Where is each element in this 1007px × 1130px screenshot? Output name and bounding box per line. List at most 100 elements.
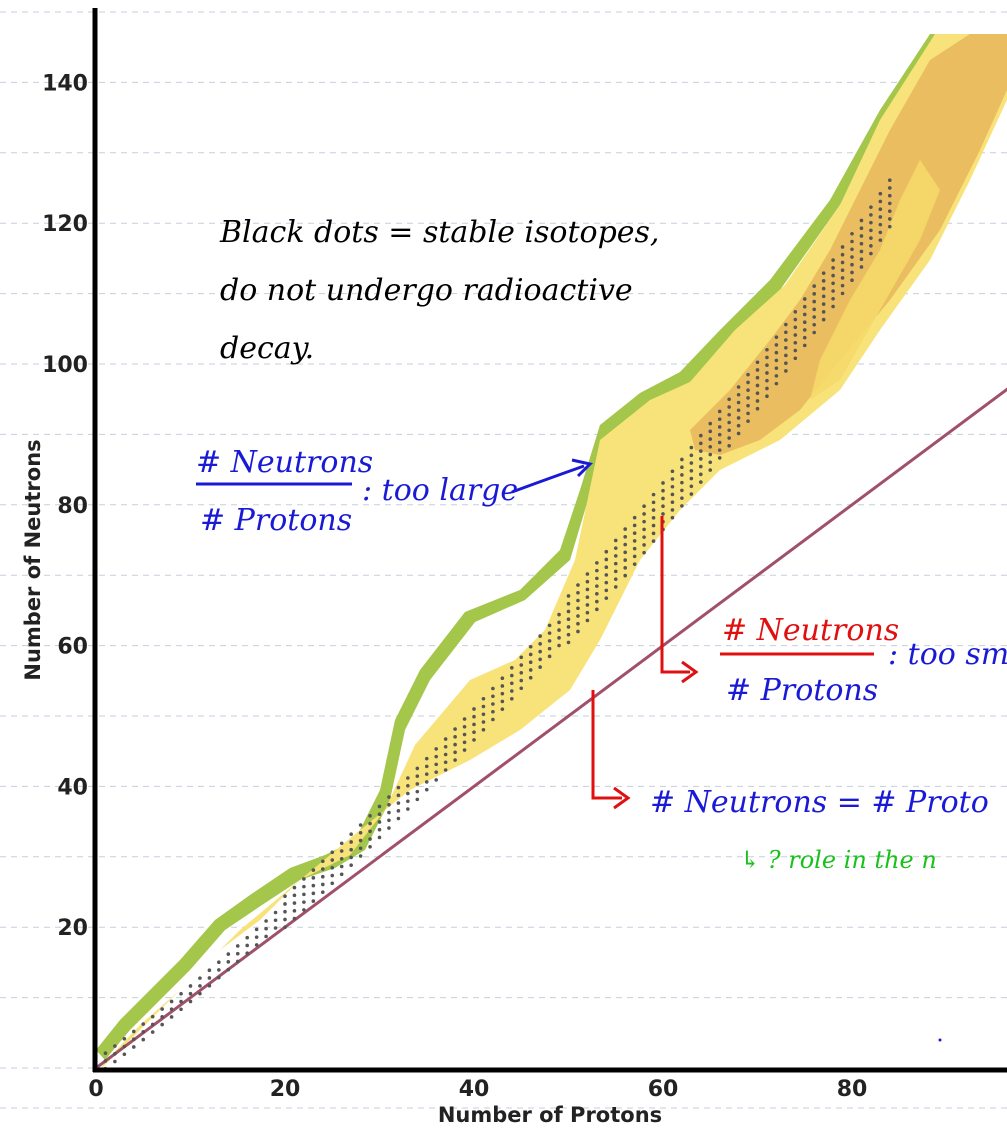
isotope-dot bbox=[812, 284, 816, 288]
isotope-dot bbox=[330, 850, 335, 855]
isotope-dot bbox=[235, 951, 240, 956]
isotope-dot bbox=[765, 363, 769, 368]
isotope-dot bbox=[736, 408, 741, 413]
y-tick-label: 20 bbox=[57, 916, 88, 941]
isotope-dot bbox=[576, 590, 580, 595]
isotope-dot bbox=[632, 539, 637, 543]
isotope-dot bbox=[538, 649, 542, 654]
isotope-dot bbox=[632, 531, 637, 535]
isotope-dot bbox=[670, 500, 675, 505]
isotope-dot bbox=[283, 894, 287, 899]
isotope-dot bbox=[179, 991, 183, 996]
isotope-dot bbox=[141, 1022, 146, 1026]
isotope-dot bbox=[566, 594, 571, 598]
isotope-dot bbox=[727, 428, 731, 433]
isotope-dot bbox=[850, 239, 854, 244]
isotope-dot bbox=[585, 587, 590, 592]
isotope-dot bbox=[321, 874, 325, 879]
isotope-dot bbox=[453, 727, 457, 731]
isotope-dot bbox=[699, 464, 703, 469]
tick-labels: 0 20 40 60 80 20 40 60 80 100 120 140 bbox=[42, 71, 867, 1102]
isotope-dot bbox=[888, 178, 892, 182]
isotope-dot bbox=[717, 417, 722, 422]
isotope-dot bbox=[859, 234, 864, 238]
isotope-dot bbox=[765, 394, 769, 399]
isotope-dot bbox=[264, 934, 268, 939]
isotope-dot bbox=[576, 606, 580, 611]
isotope-dot bbox=[160, 1015, 164, 1019]
isotope-dot bbox=[169, 999, 174, 1004]
isotope-dot bbox=[150, 1022, 155, 1027]
isotope-dot bbox=[623, 550, 627, 555]
isotope-dot bbox=[812, 323, 816, 327]
isotope-dot bbox=[689, 492, 694, 496]
isotope-dot bbox=[642, 504, 646, 508]
isotope-dot bbox=[708, 460, 713, 465]
small-ratio-denominator: # Protons bbox=[726, 673, 878, 708]
isotope-dot bbox=[623, 535, 627, 539]
isotope-dot bbox=[878, 230, 883, 235]
isotope-dot bbox=[566, 640, 571, 645]
isotope-dot bbox=[500, 676, 505, 680]
isotope-dot bbox=[840, 260, 845, 265]
isotope-dot bbox=[188, 991, 193, 996]
isotope-dot bbox=[349, 863, 353, 867]
isotope-dot bbox=[699, 449, 703, 453]
isotope-dot bbox=[283, 925, 287, 929]
isotope-dot bbox=[746, 388, 750, 392]
isotope-dot bbox=[717, 425, 722, 429]
isotope-dot bbox=[727, 397, 731, 402]
isotope-dot bbox=[604, 596, 609, 600]
isotope-dot bbox=[680, 473, 684, 477]
isotope-dot bbox=[793, 340, 798, 345]
isotope-dot bbox=[821, 294, 826, 299]
isotope-dot bbox=[840, 276, 845, 280]
isotope-dot bbox=[528, 644, 533, 649]
isotope-dot bbox=[396, 793, 401, 798]
isotope-dot bbox=[198, 976, 202, 980]
isotope-dot bbox=[831, 281, 835, 286]
isotope-dot bbox=[538, 665, 542, 669]
isotope-dot bbox=[311, 899, 316, 903]
isotope-dot bbox=[377, 820, 382, 824]
isotope-dot bbox=[339, 841, 344, 846]
isotope-dot bbox=[557, 636, 561, 640]
isotope-dot bbox=[859, 249, 864, 254]
isotope-dot bbox=[424, 772, 429, 776]
isotope-dot bbox=[774, 343, 779, 347]
isotope-dot bbox=[254, 943, 259, 947]
isotope-dot bbox=[528, 652, 533, 657]
isotope-dot bbox=[311, 876, 316, 880]
isotope-dot bbox=[670, 469, 675, 474]
stability-bands bbox=[96, 34, 1007, 1070]
isotope-dot bbox=[859, 218, 864, 223]
isotope-dot bbox=[850, 255, 854, 259]
isotope-dot bbox=[736, 416, 741, 420]
isotope-dot bbox=[595, 576, 599, 581]
isotope-dot bbox=[576, 629, 580, 634]
isotope-dot bbox=[774, 366, 779, 370]
isotope-dot bbox=[415, 774, 420, 778]
isotope-dot bbox=[670, 484, 675, 489]
isotope-dot bbox=[708, 421, 713, 426]
isotope-dot bbox=[330, 873, 335, 878]
isotope-dot bbox=[330, 858, 335, 862]
isotope-dot bbox=[708, 452, 713, 457]
isotope-dot bbox=[321, 890, 325, 895]
isotope-dot bbox=[462, 740, 467, 745]
isotope-dot bbox=[680, 504, 684, 508]
isotope-dot bbox=[528, 660, 533, 665]
isotope-dot bbox=[207, 983, 212, 988]
isotope-dot bbox=[396, 801, 401, 805]
isotope-dot bbox=[869, 213, 873, 217]
isotope-dot bbox=[302, 884, 306, 889]
isotope-dot bbox=[736, 400, 741, 405]
isotope-dot bbox=[292, 909, 297, 913]
isotope-dot bbox=[670, 492, 675, 497]
isotope-dot bbox=[368, 844, 372, 849]
isotope-dot bbox=[217, 960, 221, 964]
isotope-dot bbox=[727, 443, 731, 448]
isotope-dot bbox=[396, 785, 401, 790]
isotope-dot bbox=[689, 453, 694, 458]
role-note: ↳ ? role in the n bbox=[740, 846, 937, 874]
